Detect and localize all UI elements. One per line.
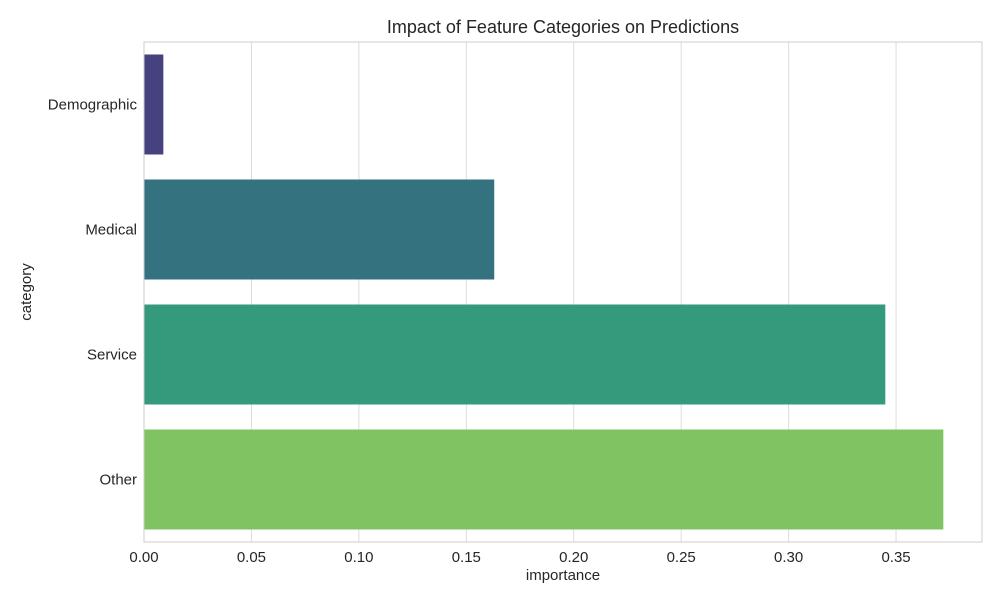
x-tick-label: 0.15	[452, 549, 481, 566]
plot-frame	[143, 41, 983, 543]
chart-title: Impact of Feature Categories on Predicti…	[387, 17, 739, 37]
x-axis-label: importance	[526, 567, 600, 584]
x-tick-label: 0.25	[667, 549, 696, 566]
y-axis-label: category	[18, 263, 35, 321]
x-tick-label: 0.10	[344, 549, 373, 566]
x-tick-label: 0.30	[774, 549, 803, 566]
bar-service	[144, 304, 886, 405]
y-tick-label: Service	[87, 347, 137, 364]
x-tick-label: 0.20	[559, 549, 588, 566]
y-axis-ticks: Demographic Medical Service Other	[48, 97, 138, 489]
y-tick-label: Other	[99, 472, 137, 489]
x-axis-ticks: 0.00 0.05 0.10 0.15 0.20 0.25 0.30 0.35	[129, 549, 910, 566]
y-tick-label: Demographic	[48, 97, 138, 114]
bar-demographic	[144, 54, 164, 155]
x-tick-label: 0.35	[881, 549, 910, 566]
bar-medical	[144, 179, 495, 280]
y-tick-label: Medical	[85, 222, 137, 239]
bar-other	[144, 429, 944, 530]
x-tick-label: 0.05	[237, 549, 266, 566]
bars	[144, 54, 944, 530]
x-tick-label: 0.00	[129, 549, 158, 566]
